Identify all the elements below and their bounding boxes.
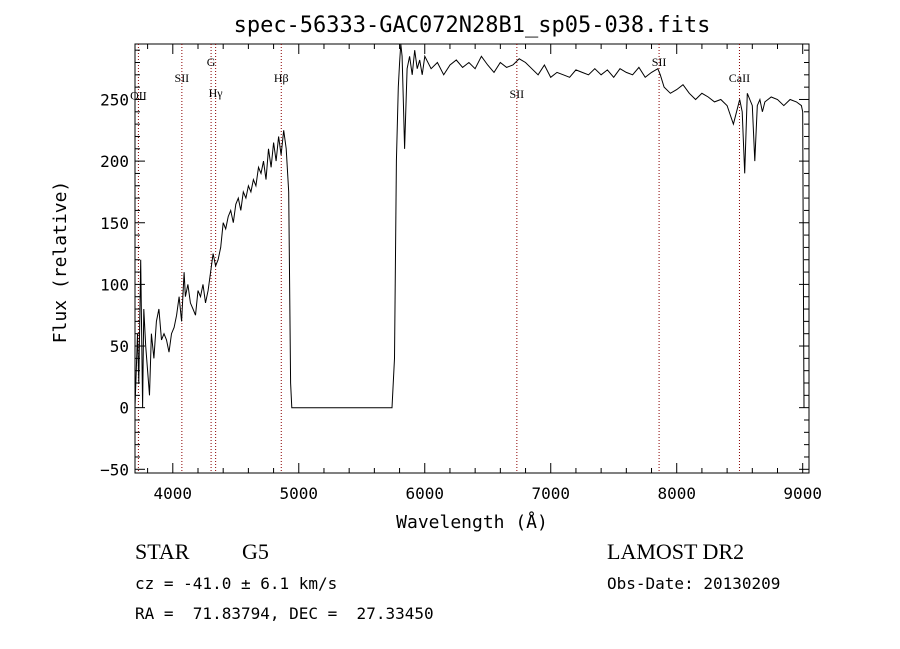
spectral-line-label: G	[207, 55, 216, 69]
spectral-line-label: SII	[652, 55, 667, 69]
spectral-line-label: SII	[175, 71, 190, 85]
y-tick-label: 50	[110, 337, 129, 356]
spectral-subclass: G5	[242, 539, 269, 564]
redshift-text: cz = -41.0 ± 6.1 km/s	[135, 574, 338, 593]
y-tick-label: 100	[100, 275, 129, 294]
x-axis-label: Wavelength (Å)	[396, 511, 548, 533]
survey-name: LAMOST DR2	[607, 539, 745, 564]
y-tick-label: 150	[100, 214, 129, 233]
spectral-line-label: Hγ	[209, 86, 224, 100]
y-tick-label: 250	[100, 90, 129, 109]
y-axis-label: Flux (relative)	[50, 181, 71, 344]
x-tick-label: 8000	[657, 484, 696, 503]
y-tick-label: 200	[100, 152, 129, 171]
spectral-line-label: CaII	[729, 71, 750, 85]
object-type: STAR	[135, 539, 190, 564]
spectral-line-label: SII	[510, 87, 525, 101]
x-tick-label: 9000	[783, 484, 822, 503]
y-tick-label: −50	[100, 460, 129, 479]
obs-date-text: Obs-Date: 20130209	[607, 574, 781, 593]
coordinates-text: RA = 71.83794, DEC = 27.33450	[135, 604, 434, 623]
x-tick-label: 5000	[280, 484, 319, 503]
x-tick-label: 4000	[154, 484, 193, 503]
spectrum-line	[134, 43, 805, 409]
spectral-line-label: Hβ	[274, 71, 289, 85]
chart-title: spec-56333-GAC072N28B1_sp05-038.fits	[234, 13, 711, 38]
plot-frame	[134, 43, 810, 474]
x-tick-label: 6000	[405, 484, 444, 503]
y-tick-label: 0	[119, 399, 129, 418]
x-tick-label: 7000	[531, 484, 570, 503]
spectral-line-label: OII	[130, 88, 147, 102]
